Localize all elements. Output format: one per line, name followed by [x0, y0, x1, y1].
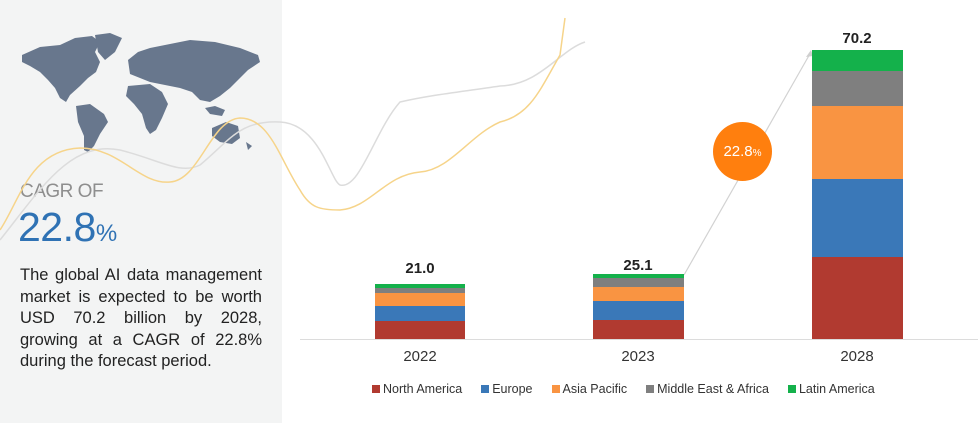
- segment-europe: [375, 306, 465, 321]
- x-label-2022: 2022: [403, 348, 437, 365]
- bar-total-2023: 25.1: [623, 257, 653, 274]
- legend-swatch-icon: [787, 385, 796, 393]
- world-map-icon: [22, 33, 260, 152]
- segment-latin-america: [812, 50, 903, 71]
- segment-north-america: [375, 321, 465, 339]
- x-axis-line: [300, 339, 978, 340]
- cagr-number: 22.8: [18, 204, 96, 250]
- x-label-2023: 2023: [621, 348, 655, 365]
- segment-asia-pacific: [375, 293, 465, 306]
- bar-2022: [375, 284, 465, 339]
- segment-latin-america: [593, 274, 684, 278]
- segment-north-america: [593, 320, 684, 339]
- legend-item-europe: Europe: [481, 382, 533, 396]
- x-label-2028: 2028: [840, 348, 874, 365]
- bar-2023: [593, 274, 684, 339]
- cagr-unit: %: [95, 220, 117, 247]
- legend-item-asia-pacific: Asia Pacific: [551, 382, 628, 396]
- segment-middle-east-africa: [375, 288, 465, 293]
- segment-north-america: [812, 257, 903, 339]
- segment-middle-east-africa: [593, 278, 684, 287]
- summary-panel: CAGR OF 22.8% The global AI data managem…: [0, 0, 282, 423]
- legend-item-middle-east-africa: Middle East & Africa: [646, 382, 769, 396]
- cagr-label: CAGR OF: [20, 181, 104, 202]
- segment-asia-pacific: [812, 106, 903, 179]
- segment-middle-east-africa: [812, 71, 903, 106]
- legend-label: North America: [383, 382, 463, 396]
- legend-swatch-icon: [551, 385, 560, 393]
- cagr-badge: 22.8%: [713, 122, 772, 181]
- bar-total-2022: 21.0: [405, 260, 435, 277]
- badge-value: 22.8: [723, 143, 753, 160]
- segment-europe: [593, 301, 684, 320]
- badge-unit: %: [752, 147, 762, 159]
- legend-label: Middle East & Africa: [657, 382, 769, 396]
- legend-label: Latin America: [798, 382, 875, 396]
- segment-asia-pacific: [593, 287, 684, 301]
- chart-legend: North America Europe Asia Pacific Middle…: [372, 382, 894, 396]
- bar-total-2028: 70.2: [842, 30, 872, 47]
- legend-label: Europe: [492, 382, 533, 396]
- bar-2028: [812, 50, 903, 339]
- legend-swatch-icon: [372, 385, 380, 393]
- legend-swatch-icon: [481, 385, 490, 393]
- market-description: The global AI data management market is …: [20, 266, 262, 370]
- segment-latin-america: [375, 284, 465, 288]
- legend-label: Asia Pacific: [562, 382, 628, 396]
- segment-europe: [812, 179, 903, 257]
- legend-swatch-icon: [646, 385, 655, 393]
- legend-item-north-america: North America: [372, 382, 462, 396]
- legend-item-latin-america: Latin America: [787, 382, 875, 396]
- cagr-value: 22.8%: [18, 205, 117, 256]
